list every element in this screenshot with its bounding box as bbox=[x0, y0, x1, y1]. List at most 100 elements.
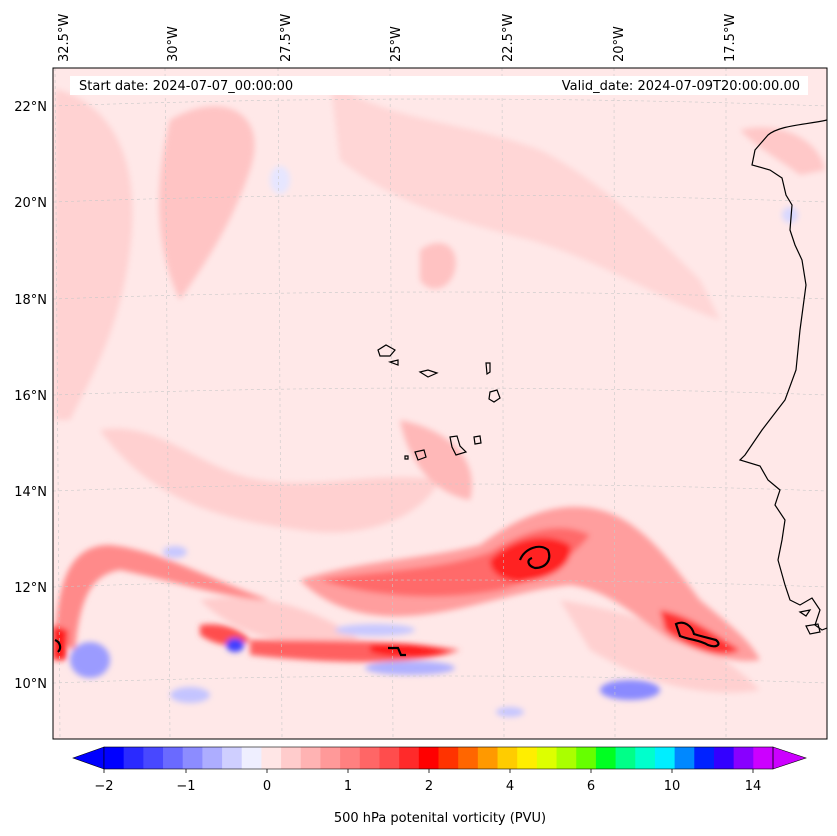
longitude-labels: 32.5°W 30°W 27.5°W 25°W 22.5°W 20°W 17.5… bbox=[57, 14, 738, 62]
lon-label: 17.5°W bbox=[723, 14, 738, 62]
colorbar-tick-label: 2 bbox=[425, 779, 433, 794]
pv-negative-pocket bbox=[70, 642, 110, 678]
colorbar-cell bbox=[713, 747, 735, 769]
cape-verde-island bbox=[404, 455, 409, 460]
start-date-label: Start date: 2024-07-07_00:00:00 bbox=[79, 79, 293, 94]
pv-patch bbox=[330, 80, 720, 320]
colorbar-cell bbox=[182, 747, 203, 769]
pv-negative-pocket bbox=[226, 638, 244, 652]
pv-patch bbox=[560, 600, 760, 693]
colorbar-cell bbox=[320, 747, 341, 769]
colorbar-cell bbox=[438, 747, 459, 769]
colorbar-cell bbox=[595, 747, 617, 769]
map-frame bbox=[52, 67, 828, 740]
colorbar-cell bbox=[753, 747, 774, 769]
lon-label: 32.5°W bbox=[57, 14, 72, 62]
pv-negative-pocket bbox=[335, 624, 415, 636]
cape-verde-island bbox=[377, 344, 396, 357]
colorbar-tick-label: −1 bbox=[176, 779, 195, 794]
pv-negative-pocket bbox=[365, 661, 455, 675]
pv-patch bbox=[159, 106, 255, 300]
pv-negative-pocket bbox=[270, 166, 290, 194]
colorbar-cell bbox=[576, 747, 597, 769]
colorbar-tick-label: 0 bbox=[263, 779, 271, 794]
colorbar-tick-labels: −2 −1 0 1 2 4 6 10 14 bbox=[94, 779, 761, 794]
pv-patch bbox=[740, 127, 825, 175]
pv-contour-fill bbox=[53, 80, 825, 717]
colorbar-cell bbox=[281, 747, 302, 769]
colorbar-cell bbox=[477, 747, 499, 769]
colorbar-cell bbox=[458, 747, 479, 769]
colorbar-cell bbox=[399, 747, 420, 769]
colorbar-tick-label: 6 bbox=[587, 779, 595, 794]
cape-verde-island bbox=[414, 449, 427, 461]
lat-label: 16°N bbox=[14, 389, 47, 404]
colorbar-cell bbox=[241, 747, 262, 769]
lat-label: 18°N bbox=[14, 293, 47, 308]
colorbar-cell bbox=[556, 747, 577, 769]
colorbar-cell bbox=[694, 747, 715, 769]
colorbar-cell bbox=[379, 747, 400, 769]
colorbar-cell bbox=[202, 747, 223, 769]
bijagos-island bbox=[798, 609, 812, 617]
lon-label: 27.5°W bbox=[279, 14, 294, 62]
pv-negative-pocket bbox=[496, 707, 524, 717]
cape-verde-island bbox=[387, 359, 399, 366]
colorbar-tick-label: 14 bbox=[745, 779, 762, 794]
pv-negative-pocket bbox=[170, 687, 210, 703]
cape-verde-island bbox=[473, 435, 482, 445]
colorbar-cell bbox=[340, 747, 361, 769]
coastlines bbox=[377, 119, 827, 635]
pv-patch bbox=[420, 242, 456, 289]
pv-west-edge bbox=[53, 625, 68, 660]
lon-label: 20°W bbox=[612, 26, 627, 62]
colorbar-cell bbox=[733, 747, 754, 769]
pv-patch bbox=[400, 420, 472, 500]
pv-negative-pocket bbox=[163, 546, 187, 558]
pv-patch bbox=[55, 90, 133, 420]
lon-label: 22.5°W bbox=[501, 14, 516, 62]
colorbar-tick-label: −2 bbox=[94, 779, 113, 794]
graticule bbox=[53, 68, 827, 739]
colorbar-cell bbox=[418, 747, 439, 769]
colorbar-cell bbox=[143, 747, 164, 769]
lon-label: 30°W bbox=[166, 26, 181, 62]
lat-label: 12°N bbox=[14, 581, 47, 596]
colorbar-max-extend bbox=[772, 746, 807, 770]
lat-label: 20°N bbox=[14, 196, 47, 211]
colorbar-cell bbox=[674, 747, 695, 769]
colorbar-cell bbox=[536, 747, 558, 769]
colorbar-cell bbox=[261, 747, 282, 769]
latitude-labels: 22°N 20°N 18°N 16°N 14°N 12°N 10°N bbox=[14, 100, 47, 692]
colorbar-cell bbox=[300, 747, 321, 769]
cape-verde-island bbox=[488, 389, 501, 403]
colorbar-cell bbox=[635, 747, 656, 769]
pv-negative-pocket bbox=[600, 680, 660, 700]
colorbar-cell bbox=[222, 747, 243, 769]
header-box bbox=[70, 76, 808, 95]
colorbar-title: 500 hPa potenital vorticity (PVU) bbox=[334, 811, 546, 826]
colorbar-cell bbox=[615, 747, 636, 769]
africa-coast bbox=[738, 119, 827, 631]
colorbar-cell bbox=[123, 747, 144, 769]
cape-verde-island bbox=[449, 435, 468, 456]
pv-west-curve bbox=[55, 545, 270, 650]
pv-negative-pocket bbox=[782, 207, 798, 223]
pv-patch bbox=[200, 597, 360, 644]
pv-streamer-east bbox=[660, 610, 740, 654]
colorbar-cell bbox=[359, 747, 380, 769]
valid-date-label: Valid_date: 2024-07-09T20:00:00.00 bbox=[562, 79, 800, 94]
bijagos-island bbox=[805, 623, 821, 635]
lat-label: 10°N bbox=[14, 677, 47, 692]
colorbar-cell bbox=[517, 747, 538, 769]
lat-label: 22°N bbox=[14, 100, 47, 115]
pv-patch bbox=[100, 428, 440, 533]
colorbar-cell bbox=[104, 747, 125, 769]
cape-verde-island bbox=[418, 369, 439, 378]
colorbar: −2 −1 0 1 2 4 6 10 14 500 hPa potenital … bbox=[72, 746, 807, 826]
lon-label: 25°W bbox=[389, 26, 404, 62]
map-panel[interactable]: Start date: 2024-07-07_00:00:00 Valid_da… bbox=[53, 68, 827, 739]
pv-streamer-outer bbox=[300, 506, 760, 661]
colorbar-min-extend bbox=[72, 746, 105, 770]
